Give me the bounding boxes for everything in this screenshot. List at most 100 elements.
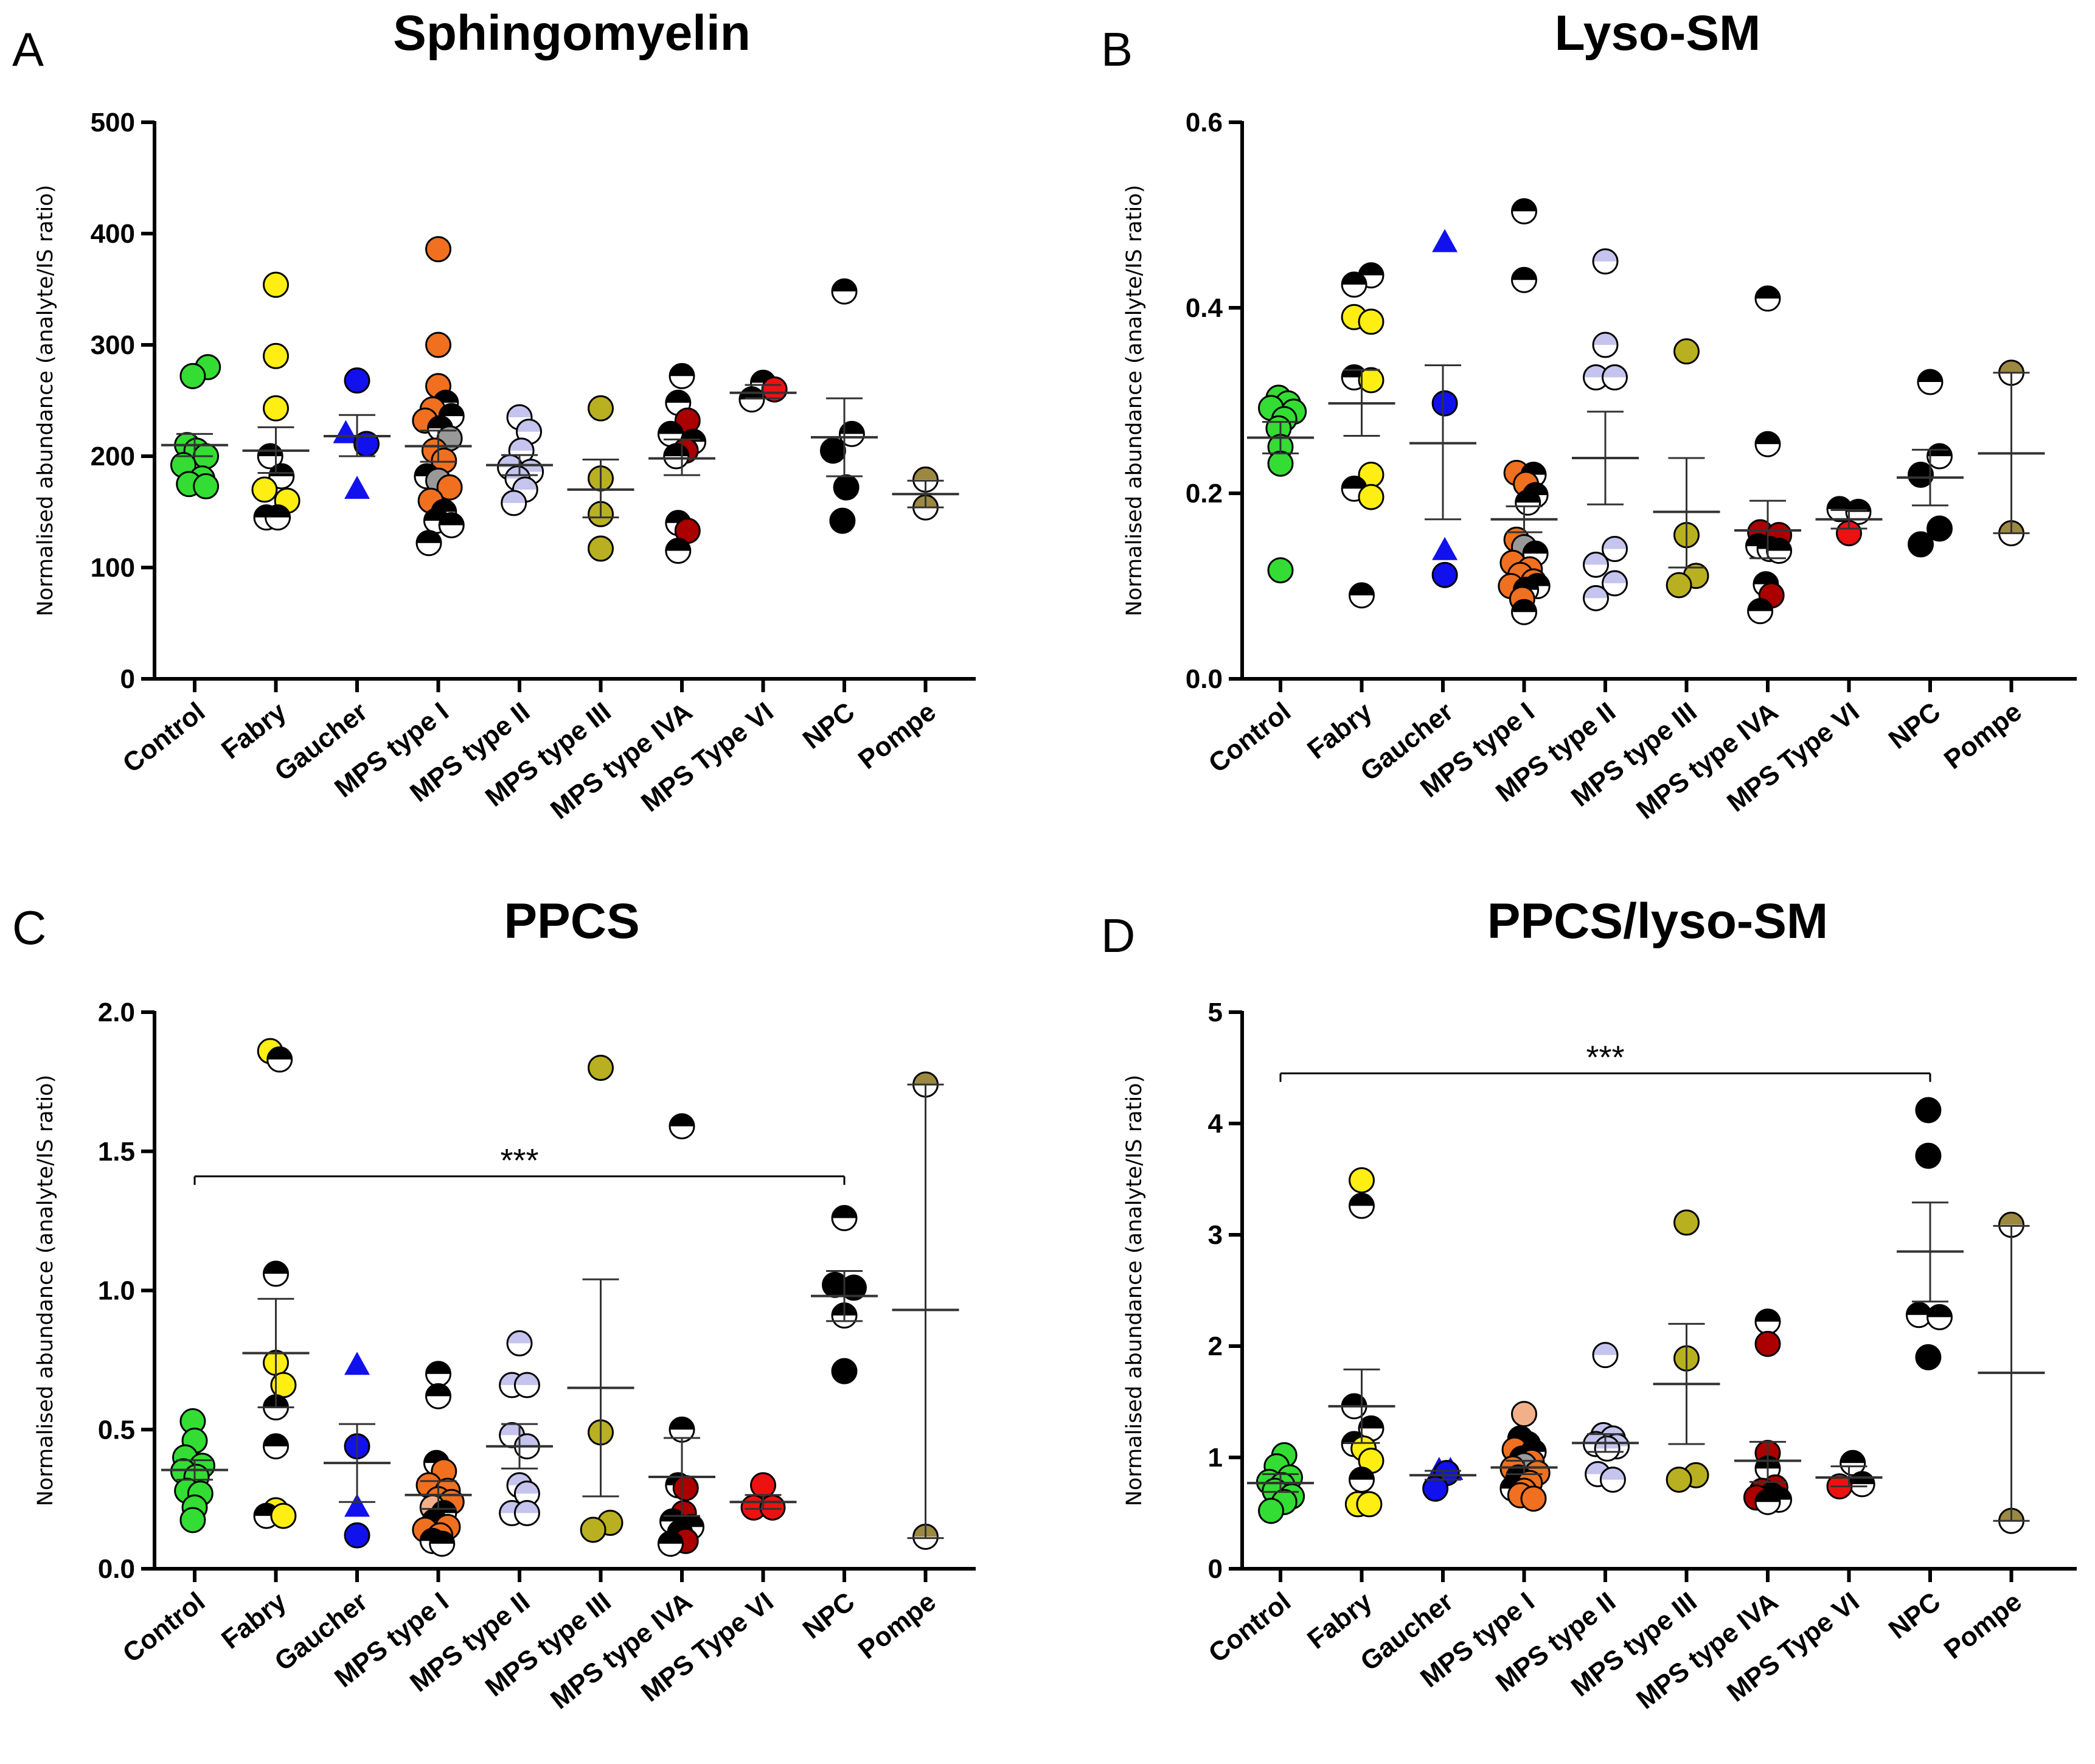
panel-c-point-fabry xyxy=(266,1046,293,1073)
panel-d-point-npc xyxy=(1926,1304,1953,1330)
panel-a-point-mps-type-i xyxy=(436,474,463,501)
panel-a-errorbar-pompe xyxy=(892,479,959,509)
panel-b-point-fabry xyxy=(1341,271,1367,298)
panel-b-group-mps-type-vi xyxy=(1815,496,1883,547)
panel-b-point-fabry xyxy=(1358,308,1385,335)
panel-b-title: Lyso-SM xyxy=(1555,5,1761,61)
panel-a-group-mps-type-iii xyxy=(567,395,634,562)
panel-c-errorbar-mps-type-iii xyxy=(567,1278,634,1498)
panel-d-errorbar-npc xyxy=(1897,1201,1964,1303)
panel-a-group-mps-type-vi xyxy=(729,369,797,413)
panel-a-group-gaucher xyxy=(324,367,391,499)
panel-c-point-mps-type-ii xyxy=(506,1330,533,1356)
panel-d-point-mps-type-i xyxy=(1520,1485,1547,1512)
panel-a-group-npc xyxy=(811,278,878,534)
panel-c-point-mps-type-ii xyxy=(513,1500,540,1526)
panel-a-point-npc xyxy=(819,437,846,464)
panel-c-point-fabry xyxy=(263,1260,289,1287)
panel-c-significance-bracket xyxy=(193,1175,846,1185)
panel-b-point-gaucher xyxy=(1431,390,1458,417)
panel-c-group-fabry xyxy=(242,1038,310,1529)
panel-c-errorbar-mps-type-ii xyxy=(486,1423,553,1470)
panel-a-y-tick-label: 400 xyxy=(91,219,135,249)
panel-b-point-mps-type-ii xyxy=(1583,551,1609,578)
panel-b-point-mps-type-i xyxy=(1511,599,1537,625)
panel-d-point-mps-type-ii xyxy=(1599,1467,1626,1493)
panel-a-x-label-npc: NPC xyxy=(797,696,860,755)
panel-c-errorbar-gaucher xyxy=(324,1423,391,1503)
panel-a-errorbar-control xyxy=(161,432,228,457)
panel-d-errorbar-gaucher xyxy=(1409,1470,1476,1481)
panel-c-significance-label: *** xyxy=(500,1142,538,1179)
panel-b-group-mps-type-iva xyxy=(1734,285,1801,625)
panel-c-y-axis-label: Normalised abundance (analyte/IS ratio) xyxy=(33,1075,58,1507)
panel-a-group-control xyxy=(161,354,228,499)
panel-d-y-tick-label: 1 xyxy=(1208,1443,1223,1473)
panel-d-point-fabry xyxy=(1349,1467,1375,1493)
panel-d-errorbar-control xyxy=(1247,1473,1314,1493)
panel-a-group-mps-type-iva xyxy=(648,363,715,564)
panel-a-x-label-pompe: Pompe xyxy=(853,696,942,775)
panel-d-errorbar-fabry xyxy=(1328,1368,1395,1444)
panel-d-point-mps-type-i xyxy=(1511,1401,1537,1428)
panel-a-y-tick-label: 300 xyxy=(91,330,135,360)
panel-b-errorbar-mps-type-iva xyxy=(1734,499,1801,560)
panel-a-point-mps-type-iva xyxy=(663,443,690,470)
panel-d-errorbar-mps-type-ii xyxy=(1572,1433,1639,1453)
panel-a-point-fabry xyxy=(265,504,291,531)
panel-c-group-pompe xyxy=(892,1071,959,1550)
panel-b-point-mps-type-i xyxy=(1511,266,1537,293)
panel-b-point-gaucher xyxy=(1431,561,1458,588)
panel-b-point-control xyxy=(1267,450,1294,477)
panel-c-errorbar-npc xyxy=(811,1269,878,1322)
panel-c-y-tick-label: 2.0 xyxy=(98,998,135,1027)
panel-a-errorbar-npc xyxy=(811,397,878,477)
panel-c-errorbar-mps-type-i xyxy=(405,1480,472,1510)
panel-b-point-gaucher xyxy=(1432,536,1458,560)
panel-b-point-mps-type-ii xyxy=(1583,585,1609,611)
panel-c-point-mps-type-vi xyxy=(750,1472,776,1499)
panel-a-point-fabry xyxy=(251,476,278,503)
panel-d-point-mps-type-iva xyxy=(1754,1308,1781,1335)
panel-a-group-fabry xyxy=(242,271,310,531)
panel-a-errorbar-mps-type-ii xyxy=(486,454,553,476)
panel-b-point-mps-type-vi xyxy=(1845,499,1872,525)
panel-a-point-mps-type-i xyxy=(425,332,451,358)
panel-b-errorbar-pompe xyxy=(1978,372,2045,535)
panel-d-point-fabry xyxy=(1341,1393,1367,1420)
panel-a-point-mps-type-vi xyxy=(738,386,765,413)
panel-b-point-npc xyxy=(1917,369,1944,395)
panel-d-point-control xyxy=(1258,1498,1284,1524)
panel-d-point-mps-type-vi xyxy=(1840,1450,1866,1476)
panel-b-y-tick-label: 0.0 xyxy=(1186,664,1223,694)
panel-c-y-tick-label: 0.5 xyxy=(98,1415,135,1445)
panel-d-group-mps-type-i xyxy=(1490,1401,1558,1512)
panel-d-point-mps-type-iii xyxy=(1666,1467,1692,1493)
panel-a-letter: A xyxy=(12,23,44,76)
panel-c-point-control xyxy=(179,1507,206,1533)
panel-c-point-fabry xyxy=(270,1372,297,1398)
panel-d-group-mps-type-iva xyxy=(1734,1308,1801,1515)
panel-a-point-mps-type-iii xyxy=(588,395,614,422)
panel-b-point-fabry xyxy=(1358,367,1385,394)
panel-a-x-label-control: Control xyxy=(117,696,210,779)
panel-d-y-tick-label: 3 xyxy=(1208,1220,1223,1250)
panel-b-group-fabry xyxy=(1328,262,1395,609)
panel-b-errorbar-gaucher xyxy=(1409,364,1476,521)
panel-b-errorbar-mps-type-iii xyxy=(1653,457,1720,569)
panel-d-significance-bracket xyxy=(1279,1072,1931,1082)
panel-b-x-label-npc: NPC xyxy=(1883,696,1946,755)
panel-d-point-mps-type-vi xyxy=(1849,1471,1875,1498)
panel-d-point-npc xyxy=(1905,1302,1932,1328)
panel-b-errorbar-mps-type-ii xyxy=(1572,411,1639,505)
panel-d-y-tick-label: 2 xyxy=(1208,1332,1223,1361)
panel-d-point-mps-type-ii xyxy=(1592,1342,1619,1369)
panel-a-y-tick-label: 100 xyxy=(91,553,135,583)
panel-a-point-mps-type-i xyxy=(415,530,442,557)
panel-a-y-tick-label: 200 xyxy=(91,442,135,471)
panel-b-y-tick-label: 0.2 xyxy=(1186,479,1223,509)
panel-d-point-npc xyxy=(1915,1142,1942,1169)
panel-c-point-mps-type-iii xyxy=(580,1516,606,1543)
panel-c-point-mps-type-ii xyxy=(513,1480,540,1507)
panel-d-group-gaucher xyxy=(1409,1457,1476,1502)
